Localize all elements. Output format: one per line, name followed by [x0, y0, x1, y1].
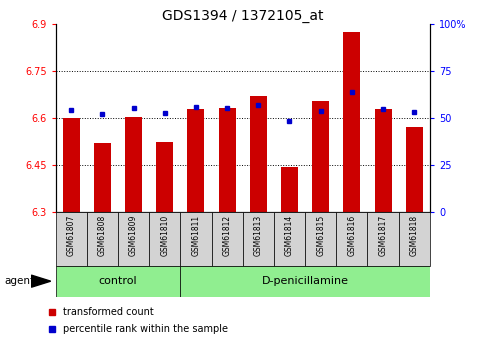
Bar [156, 142, 173, 212]
Text: GSM61815: GSM61815 [316, 215, 325, 256]
Bar [336, 212, 368, 266]
Polygon shape [31, 275, 51, 287]
Bar [281, 167, 298, 212]
Bar [180, 266, 430, 297]
Bar [56, 266, 180, 297]
Bar [343, 32, 360, 212]
Text: D-penicillamine: D-penicillamine [262, 276, 349, 286]
Text: GSM61816: GSM61816 [347, 215, 356, 256]
Bar [406, 127, 423, 212]
Text: GSM61807: GSM61807 [67, 215, 76, 256]
Bar [118, 212, 149, 266]
Text: control: control [99, 276, 137, 286]
Bar [218, 108, 236, 212]
Bar [374, 109, 392, 212]
Bar [63, 118, 80, 212]
Bar [242, 212, 274, 266]
Bar [212, 212, 242, 266]
Text: transformed count: transformed count [63, 307, 154, 317]
Bar [94, 142, 111, 212]
Bar [305, 212, 336, 266]
Text: GSM61808: GSM61808 [98, 215, 107, 256]
Text: GSM61812: GSM61812 [223, 215, 232, 256]
Title: GDS1394 / 1372105_at: GDS1394 / 1372105_at [162, 9, 324, 23]
Text: GSM61811: GSM61811 [191, 215, 200, 256]
Bar [274, 212, 305, 266]
Text: percentile rank within the sample: percentile rank within the sample [63, 324, 228, 334]
Text: GSM61810: GSM61810 [160, 215, 169, 256]
Bar [56, 212, 87, 266]
Bar [180, 212, 212, 266]
Bar [125, 117, 142, 212]
Text: GSM61813: GSM61813 [254, 215, 263, 256]
Bar [312, 101, 329, 212]
Bar [398, 212, 430, 266]
Bar [250, 96, 267, 212]
Text: agent: agent [5, 276, 35, 286]
Bar [187, 109, 204, 212]
Text: GSM61818: GSM61818 [410, 215, 419, 256]
Text: GSM61814: GSM61814 [285, 215, 294, 256]
Text: GSM61809: GSM61809 [129, 215, 138, 256]
Bar [149, 212, 180, 266]
Bar [87, 212, 118, 266]
Text: GSM61817: GSM61817 [379, 215, 387, 256]
Bar [368, 212, 398, 266]
